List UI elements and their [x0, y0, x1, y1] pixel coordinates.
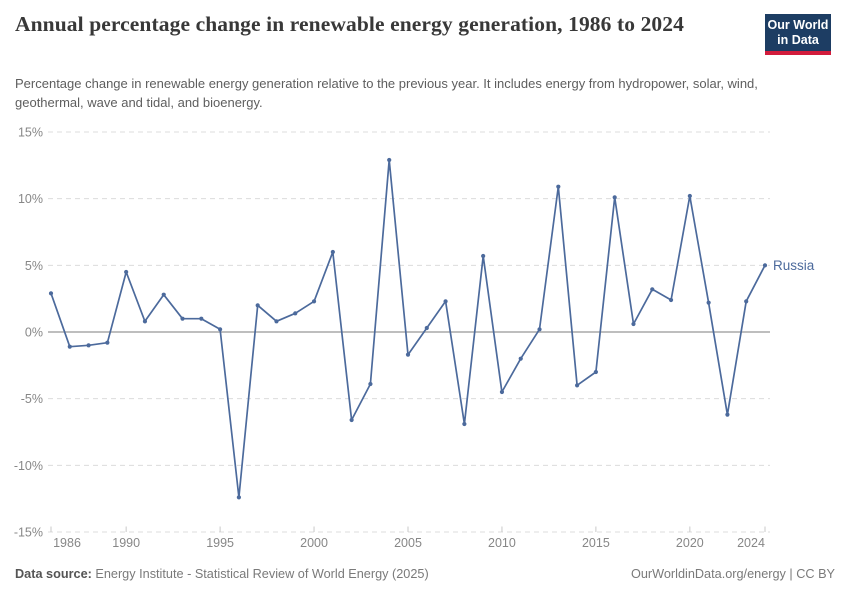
data-point[interactable] — [762, 263, 768, 268]
owid-logo[interactable]: Our World in Data — [765, 14, 831, 55]
owid-logo-line1: Our World — [767, 18, 829, 32]
data-source-label: Data source: — [15, 567, 92, 581]
y-axis-label: 10% — [18, 192, 43, 206]
x-axis-label: 2020 — [676, 536, 704, 550]
data-point[interactable] — [349, 417, 354, 423]
data-point[interactable] — [481, 253, 486, 259]
y-axis-label: 15% — [18, 126, 43, 140]
y-axis-label: -10% — [14, 459, 43, 473]
data-point[interactable] — [612, 195, 617, 200]
data-point[interactable] — [575, 383, 580, 388]
data-source-note: Data source: Energy Institute - Statisti… — [15, 566, 429, 583]
x-axis-label: 1990 — [112, 536, 140, 550]
page-title: Annual percentage change in renewable en… — [15, 12, 684, 36]
russia-series-line[interactable] — [50, 159, 766, 499]
data-point[interactable] — [706, 300, 711, 305]
license-link[interactable]: OurWorldinData.org/energy | CC BY — [630, 567, 835, 581]
data-point[interactable] — [744, 299, 749, 304]
x-axis-label: 1986 — [53, 536, 81, 550]
data-point[interactable] — [330, 249, 335, 255]
data-point[interactable] — [255, 303, 260, 308]
data-point[interactable] — [462, 421, 467, 427]
data-point[interactable] — [67, 344, 72, 349]
data-point[interactable] — [180, 316, 185, 321]
data-point[interactable] — [161, 292, 166, 297]
x-axis-label: 1995 — [206, 536, 234, 550]
chart-footer: Data source: Energy Institute - Statisti… — [0, 566, 850, 583]
data-point[interactable] — [105, 340, 110, 345]
data-point[interactable] — [668, 297, 674, 303]
data-point[interactable] — [311, 299, 317, 304]
data-point[interactable] — [274, 319, 279, 324]
data-point[interactable] — [556, 184, 561, 189]
data-point[interactable] — [142, 319, 148, 324]
owid-logo-line2: in Data — [777, 33, 819, 47]
series-label-russia[interactable]: Russia — [773, 258, 815, 273]
x-axis-label: 2010 — [488, 536, 516, 550]
y-axis-label: 5% — [25, 259, 43, 273]
data-point[interactable] — [86, 343, 91, 348]
data-point[interactable] — [518, 356, 523, 361]
data-point[interactable] — [218, 327, 223, 332]
data-point[interactable] — [443, 299, 448, 304]
data-point[interactable] — [48, 291, 54, 296]
data-point[interactable] — [199, 316, 204, 321]
data-point[interactable] — [293, 311, 298, 316]
chart-subtitle: Percentage change in renewable energy ge… — [15, 76, 758, 110]
data-point[interactable] — [725, 412, 730, 417]
data-point[interactable] — [593, 369, 598, 375]
data-point[interactable] — [236, 495, 241, 500]
data-point[interactable] — [405, 352, 411, 357]
x-axis-label: 2005 — [394, 536, 422, 550]
data-point[interactable] — [368, 381, 373, 387]
data-point[interactable] — [631, 321, 636, 327]
y-axis-label: -15% — [14, 526, 43, 540]
data-point[interactable] — [424, 325, 429, 331]
y-axis-label: 0% — [25, 326, 43, 340]
data-point[interactable] — [687, 193, 692, 199]
data-point[interactable] — [650, 287, 655, 292]
data-source-text: Energy Institute - Statistical Review of… — [91, 567, 429, 581]
data-point[interactable] — [499, 389, 505, 395]
data-point[interactable] — [124, 269, 129, 275]
x-axis-label: 2000 — [300, 536, 328, 550]
x-axis-label: 2024 — [737, 536, 765, 550]
data-point[interactable] — [387, 157, 392, 163]
data-point[interactable] — [537, 327, 542, 332]
y-axis-label: -5% — [21, 392, 43, 406]
x-axis-label: 2015 — [582, 536, 610, 550]
